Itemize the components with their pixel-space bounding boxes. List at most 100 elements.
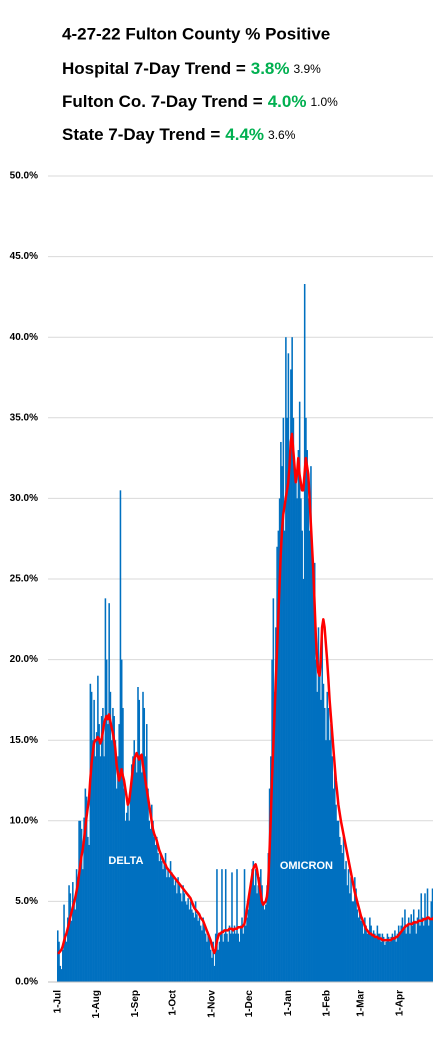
bar — [158, 861, 161, 982]
bar — [406, 925, 409, 982]
bar — [191, 909, 193, 982]
bar — [366, 933, 369, 982]
bar — [65, 941, 68, 982]
y-tick-label: 45.0% — [10, 251, 38, 262]
bar — [379, 933, 381, 982]
bar — [110, 740, 113, 982]
bar — [394, 930, 396, 982]
bar — [105, 659, 108, 982]
bar — [140, 772, 143, 982]
bar — [95, 732, 98, 982]
bar — [122, 707, 124, 982]
bar — [364, 917, 366, 982]
bar — [224, 869, 227, 982]
x-tick-label: 1-Mar — [356, 990, 367, 1017]
bar — [138, 699, 141, 982]
bar — [327, 707, 330, 982]
bar — [129, 788, 132, 982]
bar — [412, 909, 415, 982]
bar — [231, 872, 233, 982]
bar — [248, 893, 251, 982]
bar — [161, 861, 163, 982]
bar — [391, 933, 394, 982]
bar — [59, 965, 62, 982]
bar — [307, 498, 310, 982]
bar — [82, 869, 84, 982]
bar — [250, 885, 252, 982]
bar — [212, 941, 214, 982]
bar — [357, 917, 360, 982]
bar — [252, 861, 255, 982]
bar — [196, 914, 198, 982]
annotation: OMICRON — [280, 860, 333, 872]
bar — [151, 804, 153, 982]
bar — [411, 925, 414, 982]
bar — [397, 925, 400, 982]
x-tick-label: 1-Aug — [91, 990, 102, 1018]
bar — [262, 901, 265, 982]
x-tick-label: 1-Jul — [52, 990, 63, 1014]
bar — [287, 353, 290, 982]
bar — [90, 691, 93, 982]
bar — [305, 417, 307, 982]
bar — [337, 820, 340, 982]
bar — [297, 450, 300, 982]
bar — [268, 788, 271, 982]
bar — [193, 917, 196, 982]
bar — [58, 941, 60, 982]
bar — [400, 925, 402, 982]
bar — [241, 917, 243, 982]
bar — [372, 930, 375, 982]
bar — [148, 820, 151, 982]
bar — [396, 933, 399, 982]
bar — [272, 598, 275, 982]
bar — [312, 595, 315, 982]
bar — [181, 901, 183, 982]
bar — [197, 920, 199, 982]
y-tick-label: 0.0% — [15, 977, 38, 988]
bar — [109, 691, 112, 982]
bar — [308, 530, 311, 982]
bar — [326, 691, 329, 982]
bar — [300, 498, 302, 982]
bar — [83, 817, 85, 982]
bar — [359, 909, 361, 982]
bar — [414, 920, 416, 982]
bar — [174, 880, 177, 982]
bar — [183, 893, 186, 982]
bar — [164, 853, 167, 982]
bar — [261, 885, 263, 982]
bar — [409, 933, 411, 982]
bar — [236, 869, 238, 982]
bar — [199, 925, 202, 982]
bar — [124, 820, 127, 982]
bar — [147, 788, 149, 982]
trend-label: Hospital 7-Day Trend = — [62, 59, 246, 78]
y-tick-label: 15.0% — [10, 735, 38, 746]
bar — [120, 659, 123, 982]
bar — [263, 909, 266, 982]
bar — [184, 901, 187, 982]
bar — [64, 933, 67, 982]
bar — [169, 861, 172, 982]
bar — [104, 598, 107, 982]
bar — [361, 917, 364, 982]
bar — [192, 912, 194, 982]
bar — [218, 941, 221, 982]
bar — [201, 930, 203, 982]
bar — [311, 546, 313, 982]
bar — [242, 933, 245, 982]
bar — [233, 925, 236, 982]
bar — [273, 691, 276, 982]
bar — [211, 957, 213, 982]
bar — [178, 885, 181, 982]
bar — [247, 909, 250, 982]
bar — [331, 756, 334, 982]
bar — [167, 869, 169, 982]
bar — [246, 917, 248, 982]
bar — [154, 844, 157, 982]
bar — [424, 893, 426, 982]
bar — [253, 885, 256, 982]
bar — [370, 925, 372, 982]
